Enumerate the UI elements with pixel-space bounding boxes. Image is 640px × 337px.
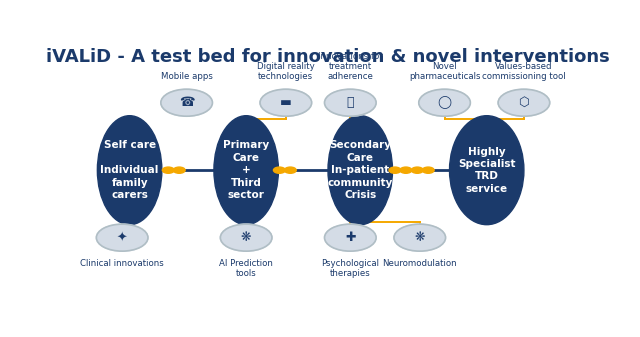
Text: Values-based
commissioning tool: Values-based commissioning tool [482,62,566,82]
Text: Secondary
Care
In-patient
community
Crisis: Secondary Care In-patient community Cris… [328,141,393,200]
Circle shape [273,167,285,173]
Text: Digital reality
technologies: Digital reality technologies [257,62,315,82]
Circle shape [163,167,174,173]
Text: Innovations for
treatment
adherence: Innovations for treatment adherence [318,52,383,82]
Circle shape [400,167,412,173]
Text: Neuromodulation: Neuromodulation [383,259,457,268]
Ellipse shape [214,116,278,225]
Circle shape [324,224,376,251]
Ellipse shape [97,116,162,225]
Text: ⬛: ⬛ [347,96,354,109]
Text: ☎: ☎ [179,96,195,109]
Text: Novel
pharmaceuticals: Novel pharmaceuticals [409,62,480,82]
Text: Self care

Individual
family
carers: Self care Individual family carers [100,141,159,200]
Text: ❋: ❋ [241,231,252,244]
Circle shape [498,89,550,116]
Circle shape [220,224,272,251]
Text: Highly
Specialist
TRD
service: Highly Specialist TRD service [458,147,515,194]
Ellipse shape [449,116,524,225]
Circle shape [389,167,401,173]
Circle shape [260,89,312,116]
Text: ⬡: ⬡ [518,96,529,109]
Text: Psychological
therapies: Psychological therapies [321,259,380,278]
Text: iVALiD - A test bed for innovation & novel interventions: iVALiD - A test bed for innovation & nov… [46,48,610,66]
Text: Primary
Care
+
Third
sector: Primary Care + Third sector [223,141,269,200]
Text: ◯: ◯ [438,96,452,109]
Circle shape [173,167,185,173]
Circle shape [412,167,423,173]
Text: Clinical innovations: Clinical innovations [80,259,164,268]
Text: AI Prediction
tools: AI Prediction tools [220,259,273,278]
Text: ▬: ▬ [280,96,292,109]
Text: Mobile apps: Mobile apps [161,72,212,82]
Circle shape [419,89,470,116]
Circle shape [284,167,296,173]
Ellipse shape [328,116,392,225]
Text: ✦: ✦ [117,231,127,244]
Circle shape [324,89,376,116]
Text: ✚: ✚ [345,231,356,244]
Text: ❋: ❋ [415,231,425,244]
Circle shape [394,224,445,251]
Circle shape [161,89,212,116]
Circle shape [97,224,148,251]
Circle shape [422,167,434,173]
